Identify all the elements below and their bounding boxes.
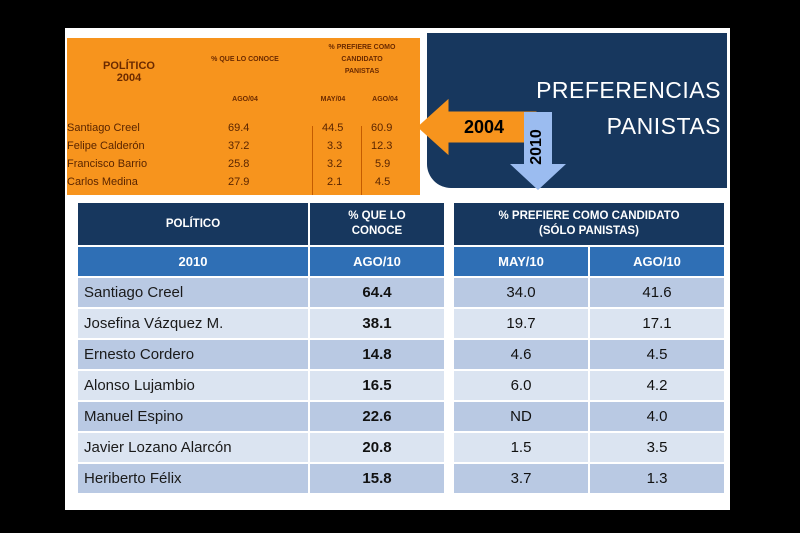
value-conoce: 20.8 bbox=[310, 433, 444, 462]
table-row: Javier Lozano Alarcón 20.8 1.5 3.5 bbox=[78, 433, 724, 462]
politician-name: Santiago Creel bbox=[78, 278, 308, 307]
header-prefiere-line2: (SÓLO PANISTAS) bbox=[539, 225, 639, 237]
table-row: Josefina Vázquez M. 38.1 19.7 17.1 bbox=[78, 309, 724, 338]
column-gap bbox=[446, 340, 452, 369]
value-may: 3.3 bbox=[327, 140, 343, 152]
header-politico: POLÍTICO bbox=[78, 203, 308, 245]
table-row: Alonso Lujambio 16.5 6.0 4.2 bbox=[78, 371, 724, 400]
value-ago: 4.0 bbox=[590, 402, 724, 431]
sub-header-may04: MAY/04 bbox=[320, 96, 346, 103]
value-conoce: 27.9 bbox=[228, 176, 250, 188]
value-conoce: 25.8 bbox=[228, 158, 250, 170]
header-prefiere: % PREFIERE COMO CANDIDATO (SÓLO PANISTAS… bbox=[454, 203, 724, 245]
column-gap bbox=[446, 203, 452, 245]
politician-name: Javier Lozano Alarcón bbox=[78, 433, 308, 462]
value-conoce: 69.4 bbox=[228, 122, 250, 134]
value-conoce: 14.8 bbox=[310, 340, 444, 369]
value-ago: 12.3 bbox=[371, 140, 393, 152]
sub-header-may10: MAY/10 bbox=[454, 247, 588, 276]
header-politico-label: POLÍTICO bbox=[103, 60, 155, 72]
column-gap bbox=[446, 464, 452, 493]
column-gap bbox=[446, 278, 452, 307]
table-2010: POLÍTICO % QUE LO CONOCE % PREFIERE COMO… bbox=[76, 201, 726, 495]
value-may: 19.7 bbox=[454, 309, 588, 338]
column-gap bbox=[446, 402, 452, 431]
sub-header-row: 2010 AGO/10 MAY/10 AGO/10 bbox=[78, 247, 724, 276]
column-gap bbox=[446, 247, 452, 276]
politician-name: Alonso Lujambio bbox=[78, 371, 308, 400]
value-ago: 4.2 bbox=[590, 371, 724, 400]
header-conoce: % QUE LO CONOCE bbox=[310, 203, 444, 245]
value-conoce: 22.6 bbox=[310, 402, 444, 431]
header-prefiere-line1: % PREFIERE COMO bbox=[328, 44, 396, 51]
value-conoce: 37.2 bbox=[228, 140, 250, 152]
politician-name: Santiago Creel bbox=[67, 122, 140, 134]
header-conoce-2004: % QUE LO CONOCE bbox=[211, 56, 279, 63]
column-gap bbox=[446, 433, 452, 462]
value-may: 6.0 bbox=[454, 371, 588, 400]
title-box: PREFERENCIAS PANISTAS bbox=[427, 33, 727, 188]
divider bbox=[361, 126, 362, 195]
value-may: 3.2 bbox=[327, 158, 343, 170]
value-ago: 4.5 bbox=[590, 340, 724, 369]
value-ago: 5.9 bbox=[375, 158, 391, 170]
value-conoce: 15.8 bbox=[310, 464, 444, 493]
header-row: POLÍTICO % QUE LO CONOCE % PREFIERE COMO… bbox=[78, 203, 724, 245]
value-ago: 4.5 bbox=[375, 176, 391, 188]
value-may: 44.5 bbox=[322, 122, 344, 134]
title-line2: PANISTAS bbox=[606, 113, 721, 139]
table-row: Heriberto Félix 15.8 3.7 1.3 bbox=[78, 464, 724, 493]
value-ago: 17.1 bbox=[590, 309, 724, 338]
value-ago: 3.5 bbox=[590, 433, 724, 462]
sub-header-ago10: AGO/10 bbox=[310, 247, 444, 276]
header-year-label: 2004 bbox=[116, 72, 142, 84]
header-prefiere-line2: CANDIDATO bbox=[341, 56, 383, 63]
header-conoce-line2: CONOCE bbox=[351, 225, 403, 237]
value-ago: 60.9 bbox=[371, 122, 393, 134]
politician-name: Francisco Barrio bbox=[67, 158, 148, 170]
arrow-down-icon bbox=[510, 112, 566, 190]
value-may: 34.0 bbox=[454, 278, 588, 307]
arrow-left-label: 2004 bbox=[464, 117, 505, 137]
sub-header-ago04-pref: AGO/04 bbox=[372, 96, 398, 103]
table-2004: POLÍTICO 2004 % QUE LO CONOCE % PREFIERE… bbox=[67, 38, 420, 195]
value-may: 1.5 bbox=[454, 433, 588, 462]
value-conoce: 38.1 bbox=[310, 309, 444, 338]
arrow-down-label: 2010 bbox=[527, 129, 545, 165]
politician-name: Ernesto Cordero bbox=[78, 340, 308, 369]
value-ago: 1.3 bbox=[590, 464, 724, 493]
table-row: Manuel Espino 22.6 ND 4.0 bbox=[78, 402, 724, 431]
value-may: 4.6 bbox=[454, 340, 588, 369]
politician-name: Carlos Medina bbox=[67, 176, 138, 188]
header-conoce-line1: % QUE LO bbox=[348, 210, 406, 222]
value-may: 2.1 bbox=[327, 176, 343, 188]
divider bbox=[312, 126, 313, 195]
header-prefiere-line3: PANISTAS bbox=[344, 68, 380, 75]
header-prefiere-line1: % PREFIERE COMO CANDIDATO bbox=[498, 210, 680, 222]
column-gap bbox=[446, 309, 452, 338]
header-prefiere-2004: % PREFIERE COMO CANDIDATO PANISTAS bbox=[307, 42, 417, 78]
column-gap bbox=[446, 371, 452, 400]
header-politico-2004: POLÍTICO 2004 bbox=[89, 60, 169, 84]
value-conoce: 16.5 bbox=[310, 371, 444, 400]
table-row: Ernesto Cordero 14.8 4.6 4.5 bbox=[78, 340, 724, 369]
sub-header-ago04: AGO/04 bbox=[232, 96, 258, 103]
value-may: 3.7 bbox=[454, 464, 588, 493]
value-ago: 41.6 bbox=[590, 278, 724, 307]
sub-header-year: 2010 bbox=[78, 247, 308, 276]
politician-name: Felipe Calderón bbox=[67, 140, 145, 152]
sub-header-ago10-pref: AGO/10 bbox=[590, 247, 724, 276]
value-may: ND bbox=[454, 402, 588, 431]
table-row: Santiago Creel 64.4 34.0 41.6 bbox=[78, 278, 724, 307]
politician-name: Heriberto Félix bbox=[78, 464, 308, 493]
title-line1: PREFERENCIAS bbox=[536, 77, 721, 103]
politician-name: Josefina Vázquez M. bbox=[78, 309, 308, 338]
value-conoce: 64.4 bbox=[310, 278, 444, 307]
politician-name: Manuel Espino bbox=[78, 402, 308, 431]
